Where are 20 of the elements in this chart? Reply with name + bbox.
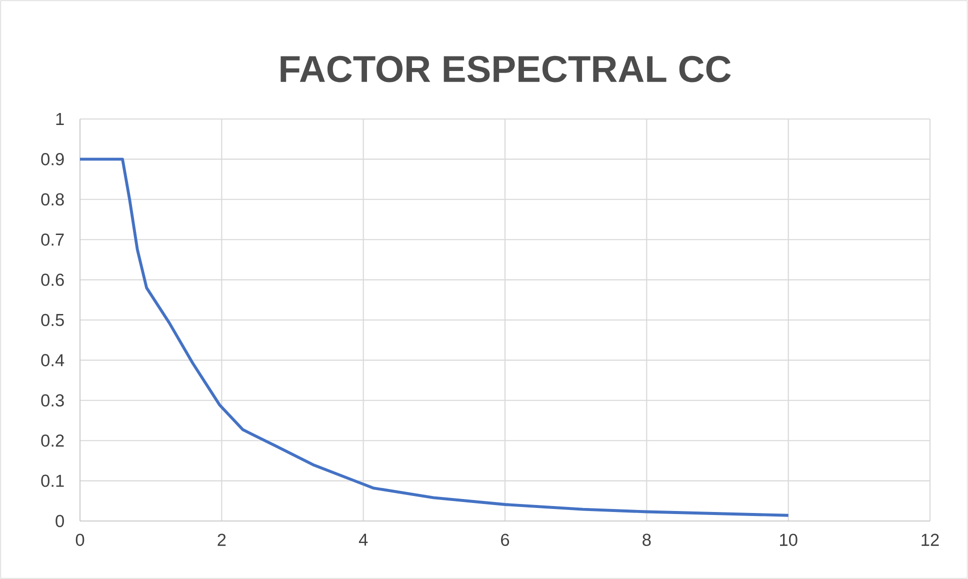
y-tick-label: 0.4 (41, 354, 64, 366)
y-tick-label: 0.8 (41, 193, 64, 206)
y-tick-label: 0.9 (41, 153, 64, 166)
y-tick-label: 0.7 (41, 233, 64, 246)
x-tick-label: 6 (501, 534, 510, 546)
y-tick-label: 0.2 (41, 434, 64, 447)
x-tick-label: 2 (218, 534, 226, 546)
x-tick-label: 8 (642, 534, 651, 546)
line-series (80, 158, 790, 517)
y-tick-label: 0.5 (41, 314, 64, 326)
x-tick-label: 0 (76, 534, 84, 546)
y-tick-label: 0.1 (41, 474, 64, 487)
chart-title: FACTOR ESPECTRAL CC (280, 56, 731, 82)
y-tick-label: 0 (56, 514, 64, 528)
y-tick-label: 1 (56, 113, 64, 125)
x-tick-label: 10 (780, 534, 798, 546)
x-tick-label: 4 (358, 534, 368, 546)
y-tick-label: 0.3 (41, 394, 64, 407)
y-tick-label: 0.6 (41, 274, 64, 286)
x-tick-label: 12 (922, 534, 939, 546)
